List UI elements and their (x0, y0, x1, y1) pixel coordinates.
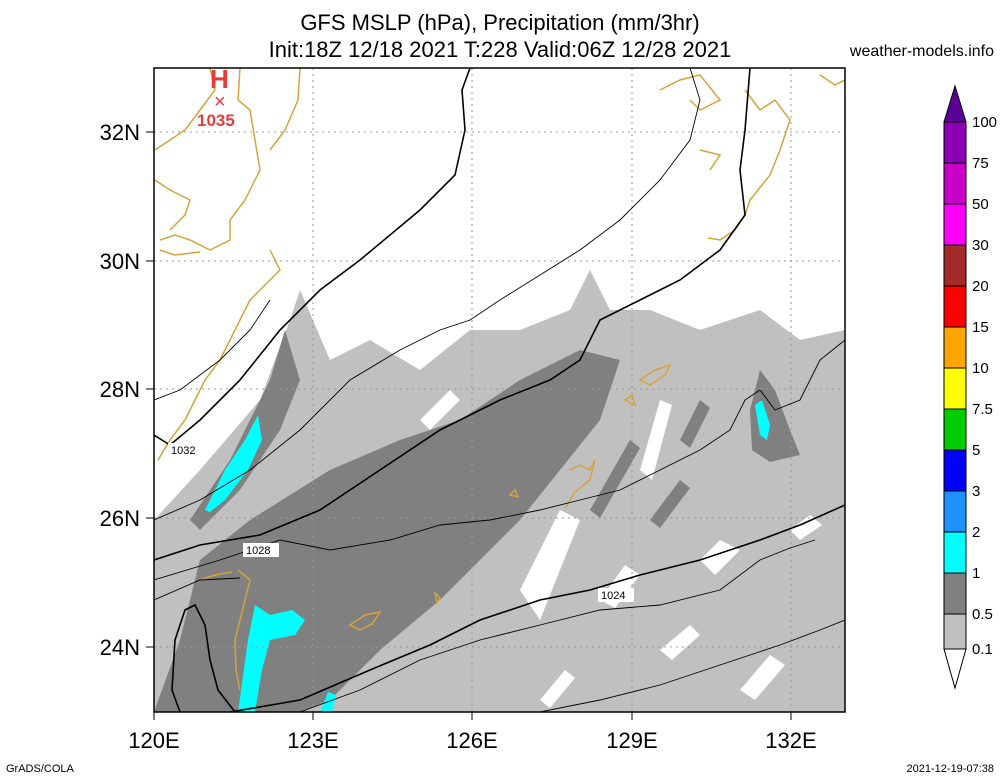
map-subtitle: Init:18Z 12/18 2021 T:228 Valid:06Z 12/2… (268, 37, 732, 62)
colorbar-label: 75 (972, 155, 989, 172)
colorbar-label: 50 (972, 196, 989, 213)
isobar-labels: 1032 1028 1024 (168, 443, 634, 602)
precip-area-medium (190, 330, 300, 530)
precip-gap (640, 400, 672, 480)
lat-tick-label: 26N (100, 506, 140, 531)
tick-marks (146, 131, 792, 720)
colorbar-dividers (944, 162, 966, 615)
colorbar-label: 3 (972, 483, 980, 500)
colorbar-swatch (944, 491, 966, 532)
lon-tick-label: 132E (765, 728, 816, 753)
precip-gap (660, 625, 700, 660)
precip-area-heavy (238, 605, 305, 712)
isobars (154, 68, 845, 712)
colorbar-label: 5 (972, 442, 980, 459)
colorbar-swatch (944, 286, 966, 327)
precip-gap (520, 510, 580, 620)
colorbar-label: 0.1 (972, 641, 993, 658)
colorbar-swatch (944, 368, 966, 409)
colorbar-swatch-top (943, 84, 967, 123)
colorbar-swatch (944, 204, 966, 245)
colorbar-swatch (944, 163, 966, 204)
colorbar-label: 2 (972, 524, 980, 541)
precip-area-heavy (205, 415, 262, 512)
map-plot-area: 1032 1028 1024 H × 1035 (154, 64, 845, 712)
colorbar-label: 100 (972, 114, 997, 131)
lat-tick-label: 28N (100, 377, 140, 402)
colorbar-label: 20 (972, 278, 989, 295)
lon-axis-labels: 120E 123E 126E 129E 132E (128, 728, 816, 753)
map-title: GFS MSLP (hPa), Precipitation (mm/3hr) (300, 10, 700, 35)
precip-area-heavy (755, 400, 770, 440)
colorbar-swatch (944, 245, 966, 286)
precip-area-medium (590, 440, 640, 518)
precip-area-medium (650, 480, 690, 528)
coastlines (154, 68, 845, 691)
isobar-label-1028: 1028 (246, 545, 270, 557)
lon-tick-label: 123E (287, 728, 338, 753)
footer-timestamp: 2021-12-19-07:38 (906, 763, 994, 775)
precip-area-medium (680, 400, 710, 448)
lon-tick-label: 129E (606, 728, 657, 753)
colorbar-swatch (944, 450, 966, 491)
lat-tick-label: 24N (100, 635, 140, 660)
colorbar-swatch-bottom (943, 648, 967, 690)
colorbar-label: 30 (972, 237, 989, 254)
colorbar-swatch (944, 122, 966, 163)
colorbar-swatch (944, 573, 966, 614)
isobar-label-1024: 1024 (601, 590, 625, 602)
colorbar-label: 0.5 (972, 606, 993, 623)
colorbar-swatch (944, 409, 966, 450)
colorbar-swatch (944, 614, 966, 649)
lat-axis-labels: 32N 30N 28N 26N 24N (100, 120, 140, 660)
lat-tick-label: 30N (100, 249, 140, 274)
precip-gap (790, 515, 822, 540)
colorbar-label: 1 (972, 565, 980, 582)
isobar-label-1032: 1032 (171, 445, 195, 457)
colorbar-label: 7.5 (972, 401, 993, 418)
colorbar-swatch (944, 327, 966, 368)
high-symbol: H (210, 64, 229, 94)
colorbar: 100 75 50 30 20 15 10 7.5 5 3 2 1 0.5 0.… (943, 84, 997, 690)
plot-frame (153, 67, 846, 713)
high-marker: × (214, 91, 226, 113)
colorbar-label: 10 (972, 360, 989, 377)
colorbar-frame (943, 121, 967, 650)
high-value: 1035 (197, 111, 235, 130)
footer-credit: GrADS/COLA (6, 763, 74, 775)
gridlines (154, 68, 845, 712)
colorbar-label: 15 (972, 319, 989, 336)
colorbar-swatch (944, 532, 966, 573)
precip-gap (740, 655, 785, 700)
lon-tick-label: 126E (446, 728, 497, 753)
high-pressure-center: H × 1035 (197, 64, 235, 130)
lat-tick-label: 32N (100, 120, 140, 145)
precip-gap (700, 540, 740, 575)
lon-tick-label: 120E (128, 728, 179, 753)
precip-area-medium (530, 430, 572, 490)
precip-gap (420, 390, 460, 430)
site-name: weather-models.info (849, 43, 994, 60)
precip-gap (540, 670, 575, 708)
